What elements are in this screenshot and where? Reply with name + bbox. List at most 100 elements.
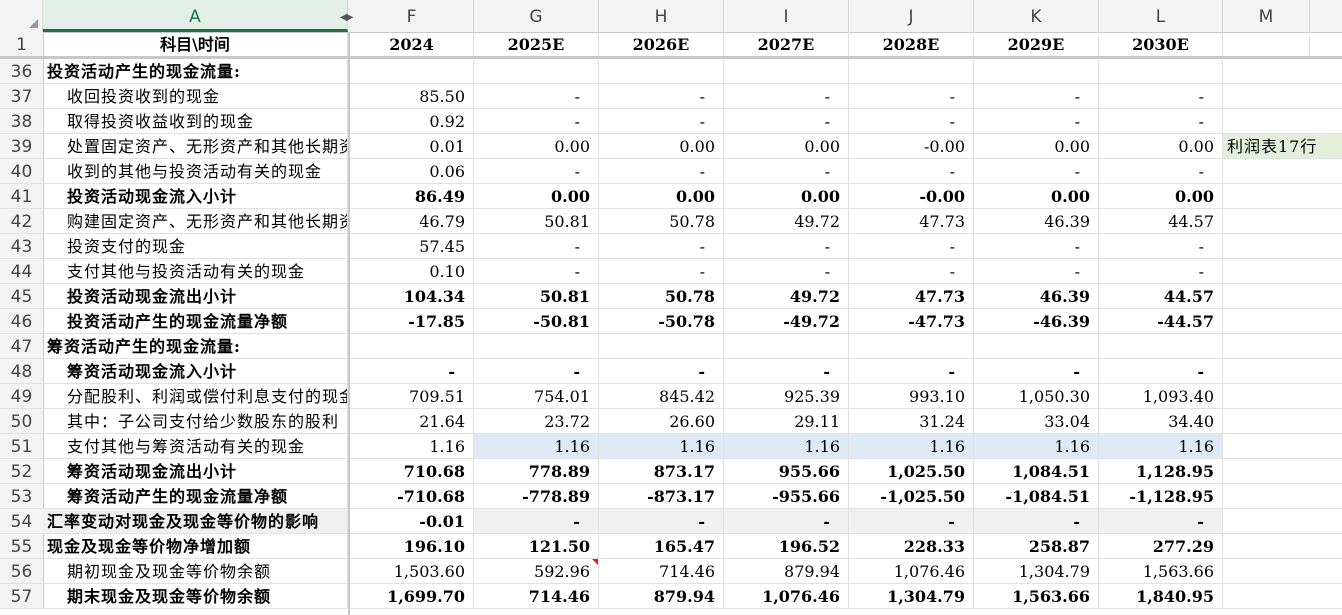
value-cell[interactable]: -49.72 bbox=[724, 309, 849, 333]
header-year-2024[interactable]: 2024 bbox=[350, 32, 474, 56]
value-cell[interactable]: - bbox=[474, 509, 599, 533]
value-cell[interactable]: 0.00 bbox=[724, 184, 849, 208]
value-cell[interactable]: -46.39 bbox=[974, 309, 1099, 333]
note-cell[interactable]: 利润表17行 bbox=[1223, 134, 1342, 158]
value-cell[interactable]: 1,050.30 bbox=[974, 384, 1099, 408]
value-cell[interactable]: 1,563.66 bbox=[974, 584, 1099, 608]
value-cell[interactable]: - bbox=[724, 159, 849, 183]
row-number[interactable]: 48 bbox=[0, 359, 44, 383]
value-cell[interactable] bbox=[474, 59, 599, 83]
value-cell[interactable]: - bbox=[974, 259, 1099, 283]
empty-cell-m[interactable] bbox=[1223, 459, 1342, 483]
value-cell[interactable]: - bbox=[599, 359, 724, 383]
value-cell[interactable]: 1,563.66 bbox=[1099, 559, 1223, 583]
row-label-cell[interactable]: 处置固定资产、无形资产和其他长期资产 bbox=[43, 134, 348, 158]
empty-cell-m[interactable] bbox=[1223, 59, 1342, 83]
value-cell[interactable]: 955.66 bbox=[724, 459, 849, 483]
value-cell[interactable]: - bbox=[1099, 109, 1223, 133]
value-cell[interactable]: 1.16 bbox=[1099, 434, 1223, 458]
comment-indicator-icon[interactable] bbox=[592, 559, 598, 565]
row-label-cell[interactable]: 筹资活动产生的现金流量: bbox=[43, 334, 348, 358]
value-cell[interactable]: 196.52 bbox=[724, 534, 849, 558]
value-cell[interactable]: -710.68 bbox=[350, 484, 474, 508]
value-cell[interactable]: - bbox=[1099, 84, 1223, 108]
empty-cell-m[interactable] bbox=[1223, 184, 1342, 208]
value-cell[interactable] bbox=[974, 59, 1099, 83]
column-header-l[interactable]: L bbox=[1099, 0, 1223, 32]
header-year-2025e[interactable]: 2025E bbox=[474, 32, 599, 56]
empty-cell-m[interactable] bbox=[1223, 384, 1342, 408]
row-number[interactable]: 57 bbox=[0, 584, 44, 608]
value-cell[interactable]: 1,025.50 bbox=[849, 459, 974, 483]
value-cell[interactable]: - bbox=[724, 259, 849, 283]
empty-cell-m[interactable] bbox=[1223, 209, 1342, 233]
value-cell[interactable]: 47.73 bbox=[849, 209, 974, 233]
value-cell[interactable]: 1,304.79 bbox=[849, 584, 974, 608]
value-cell[interactable]: 49.72 bbox=[724, 209, 849, 233]
row-number[interactable]: 39 bbox=[0, 134, 44, 158]
row-number[interactable]: 47 bbox=[0, 334, 44, 358]
row-label-cell[interactable]: 投资支付的现金 bbox=[43, 234, 348, 258]
value-cell[interactable]: 1.16 bbox=[350, 434, 474, 458]
column-header-g[interactable]: G bbox=[474, 0, 599, 32]
value-cell[interactable]: 46.39 bbox=[974, 284, 1099, 308]
value-cell[interactable]: 1,304.79 bbox=[974, 559, 1099, 583]
value-cell[interactable]: - bbox=[599, 159, 724, 183]
row-number[interactable]: 55 bbox=[0, 534, 44, 558]
empty-cell-m[interactable] bbox=[1223, 584, 1342, 608]
row-label-cell[interactable]: 收回投资收到的现金 bbox=[43, 84, 348, 108]
empty-cell-m[interactable] bbox=[1223, 534, 1342, 558]
value-cell[interactable]: - bbox=[1099, 234, 1223, 258]
row-label-cell[interactable]: 筹资活动现金流出小计 bbox=[43, 459, 348, 483]
row-label-cell[interactable]: 投资活动现金流出小计 bbox=[43, 284, 348, 308]
value-cell[interactable]: -1,025.50 bbox=[849, 484, 974, 508]
value-cell[interactable] bbox=[1099, 59, 1223, 83]
value-cell[interactable]: 1,093.40 bbox=[1099, 384, 1223, 408]
value-cell[interactable]: 46.79 bbox=[350, 209, 474, 233]
value-cell[interactable]: 165.47 bbox=[599, 534, 724, 558]
value-cell[interactable]: -17.85 bbox=[350, 309, 474, 333]
value-cell[interactable]: 1,699.70 bbox=[350, 584, 474, 608]
value-cell[interactable]: - bbox=[974, 509, 1099, 533]
value-cell[interactable]: 0.00 bbox=[599, 184, 724, 208]
empty-cell-m[interactable] bbox=[1223, 334, 1342, 358]
value-cell[interactable]: - bbox=[849, 109, 974, 133]
value-cell[interactable]: 86.49 bbox=[350, 184, 474, 208]
value-cell[interactable]: 50.81 bbox=[474, 284, 599, 308]
column-header-i[interactable]: I bbox=[724, 0, 849, 32]
value-cell[interactable] bbox=[724, 334, 849, 358]
value-cell[interactable]: 0.01 bbox=[350, 134, 474, 158]
row-number[interactable]: 38 bbox=[0, 109, 44, 133]
value-cell[interactable]: - bbox=[1099, 159, 1223, 183]
empty-cell-m[interactable] bbox=[1223, 159, 1342, 183]
row-number[interactable]: 1 bbox=[0, 32, 44, 56]
value-cell[interactable]: 49.72 bbox=[724, 284, 849, 308]
value-cell[interactable]: - bbox=[849, 84, 974, 108]
value-cell[interactable]: 31.24 bbox=[849, 409, 974, 433]
row-number[interactable]: 50 bbox=[0, 409, 44, 433]
value-cell[interactable] bbox=[599, 334, 724, 358]
value-cell[interactable]: 57.45 bbox=[350, 234, 474, 258]
value-cell[interactable] bbox=[849, 334, 974, 358]
row-number[interactable]: 51 bbox=[0, 434, 44, 458]
column-header-k[interactable]: K bbox=[974, 0, 1099, 32]
value-cell[interactable]: 258.87 bbox=[974, 534, 1099, 558]
row-label-cell[interactable]: 支付其他与筹资活动有关的现金 bbox=[43, 434, 348, 458]
value-cell[interactable]: 1.16 bbox=[724, 434, 849, 458]
value-cell[interactable]: -44.57 bbox=[1099, 309, 1223, 333]
column-header-j[interactable]: J bbox=[849, 0, 974, 32]
value-cell[interactable]: 44.57 bbox=[1099, 209, 1223, 233]
value-cell[interactable]: 1,840.95 bbox=[1099, 584, 1223, 608]
value-cell[interactable]: 0.10 bbox=[350, 259, 474, 283]
value-cell[interactable]: 277.29 bbox=[1099, 534, 1223, 558]
value-cell[interactable]: - bbox=[474, 359, 599, 383]
value-cell[interactable]: 1,084.51 bbox=[974, 459, 1099, 483]
empty-cell-m[interactable] bbox=[1223, 559, 1342, 583]
value-cell[interactable]: 1,076.46 bbox=[849, 559, 974, 583]
value-cell[interactable]: - bbox=[724, 509, 849, 533]
value-cell[interactable]: -955.66 bbox=[724, 484, 849, 508]
value-cell[interactable]: - bbox=[474, 84, 599, 108]
empty-cell-m[interactable] bbox=[1223, 409, 1342, 433]
row-label-cell[interactable]: 期末现金及现金等价物余额 bbox=[43, 584, 348, 608]
value-cell[interactable]: 50.78 bbox=[599, 284, 724, 308]
